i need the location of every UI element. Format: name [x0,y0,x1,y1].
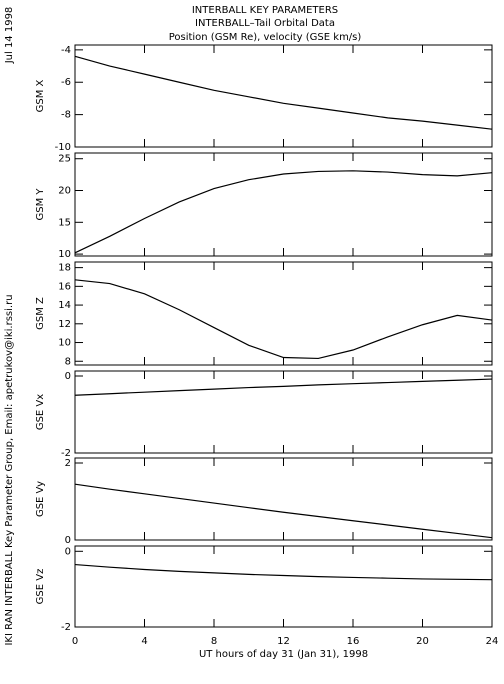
y-tick-label: -10 [55,142,71,153]
y-axis-label: GSM X [35,79,46,112]
x-axis-label: UT hours of day 31 (Jan 31), 1998 [199,649,368,660]
x-tick-label: 24 [486,636,499,647]
data-line [74,55,493,130]
credit: IKI RAN INTERBALL Key Parameter Group, E… [4,294,15,645]
x-tick-label: 0 [72,636,78,647]
y-tick-label: 20 [58,186,71,197]
y-tick-label: 10 [58,338,71,349]
data-line [74,563,493,581]
x-tick-label: 16 [347,636,360,647]
y-tick-label: 0 [65,371,71,382]
y-tick-label: 12 [58,319,71,330]
date: Jul 14 1998 [4,7,15,65]
y-axis-label: GSE Vy [35,481,46,517]
data-line [74,378,493,396]
y-tick-label: -8 [61,110,71,121]
y-tick-label: -6 [61,77,71,88]
y-tick-label: 10 [58,249,71,260]
y-tick-label: 18 [58,263,71,274]
y-tick-label: -2 [61,448,71,459]
y-tick-label: 0 [65,535,71,546]
y-axis-label: GSM Y [35,188,46,221]
data-line [74,279,493,360]
x-tick-label: 20 [416,636,429,647]
y-tick-label: 16 [58,281,71,292]
y-tick-label: 25 [58,154,71,165]
x-tick-label: 8 [211,636,217,647]
x-tick-label: 4 [141,636,147,647]
y-tick-label: -2 [61,622,71,633]
title-line: INTERBALL–Tail Orbital Data [195,18,335,29]
data-line [74,483,493,539]
y-tick-label: 2 [65,458,71,469]
y-axis-label: GSE Vx [35,394,46,430]
y-tick-label: 8 [65,356,71,367]
title-line: Position (GSM Re), velocity (GSE km/s) [169,32,362,43]
y-tick-label: -4 [61,45,71,56]
title-line: INTERBALL KEY PARAMETERS [192,5,338,16]
y-tick-label: 15 [58,217,71,228]
y-axis-label: GSM Z [35,297,46,330]
data-line [74,170,493,254]
y-tick-label: 14 [58,300,71,311]
x-tick-label: 12 [277,636,290,647]
y-axis-label: GSE Vz [35,569,46,605]
y-tick-label: 0 [65,546,71,557]
